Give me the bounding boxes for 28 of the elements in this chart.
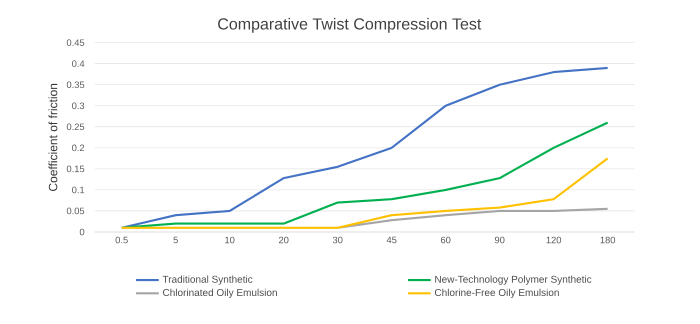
legend-label: New-Technology Polymer Synthetic — [435, 275, 592, 285]
y-tick-label: 0.45 — [66, 39, 84, 46]
y-axis-title: Coefficient of friction — [48, 84, 58, 191]
legend-label: Chlorinated Oily Emulsion — [163, 288, 277, 298]
x-tick-label: 0.5 — [116, 236, 128, 244]
y-tick-label: 0.1 — [72, 186, 84, 194]
y-tick-label: 0.05 — [66, 208, 84, 214]
y-tick-label: 0.3 — [72, 102, 84, 110]
line-series — [336, 208, 609, 229]
x-tick-label: 20 — [278, 236, 288, 244]
y-tick-label: 0.2 — [72, 144, 84, 152]
x-tick-label: 10 — [225, 236, 234, 244]
x-tick-label: 5 — [173, 236, 178, 244]
legend-label: Traditional Synthetic — [162, 275, 252, 285]
x-tick-label: 180 — [600, 236, 616, 244]
y-tick-label: 0.15 — [66, 166, 84, 172]
y-tick-label: 0.35 — [66, 81, 84, 88]
x-tick-label: 30 — [332, 236, 342, 244]
y-tick-label: 0.25 — [66, 124, 84, 130]
x-tick-label: 60 — [440, 236, 450, 244]
y-tick-label: 0.4 — [72, 60, 84, 67]
x-tick-label: 90 — [494, 236, 504, 244]
line-series — [120, 66, 609, 229]
chart-title: Comparative Twist Compression Test — [218, 18, 482, 33]
y-tick-label: 0 — [80, 228, 84, 236]
legend-label: Chlorine-Free Oily Emulsion — [434, 288, 559, 298]
x-tick-label: 45 — [386, 236, 396, 244]
x-tick-label: 120 — [546, 236, 562, 244]
